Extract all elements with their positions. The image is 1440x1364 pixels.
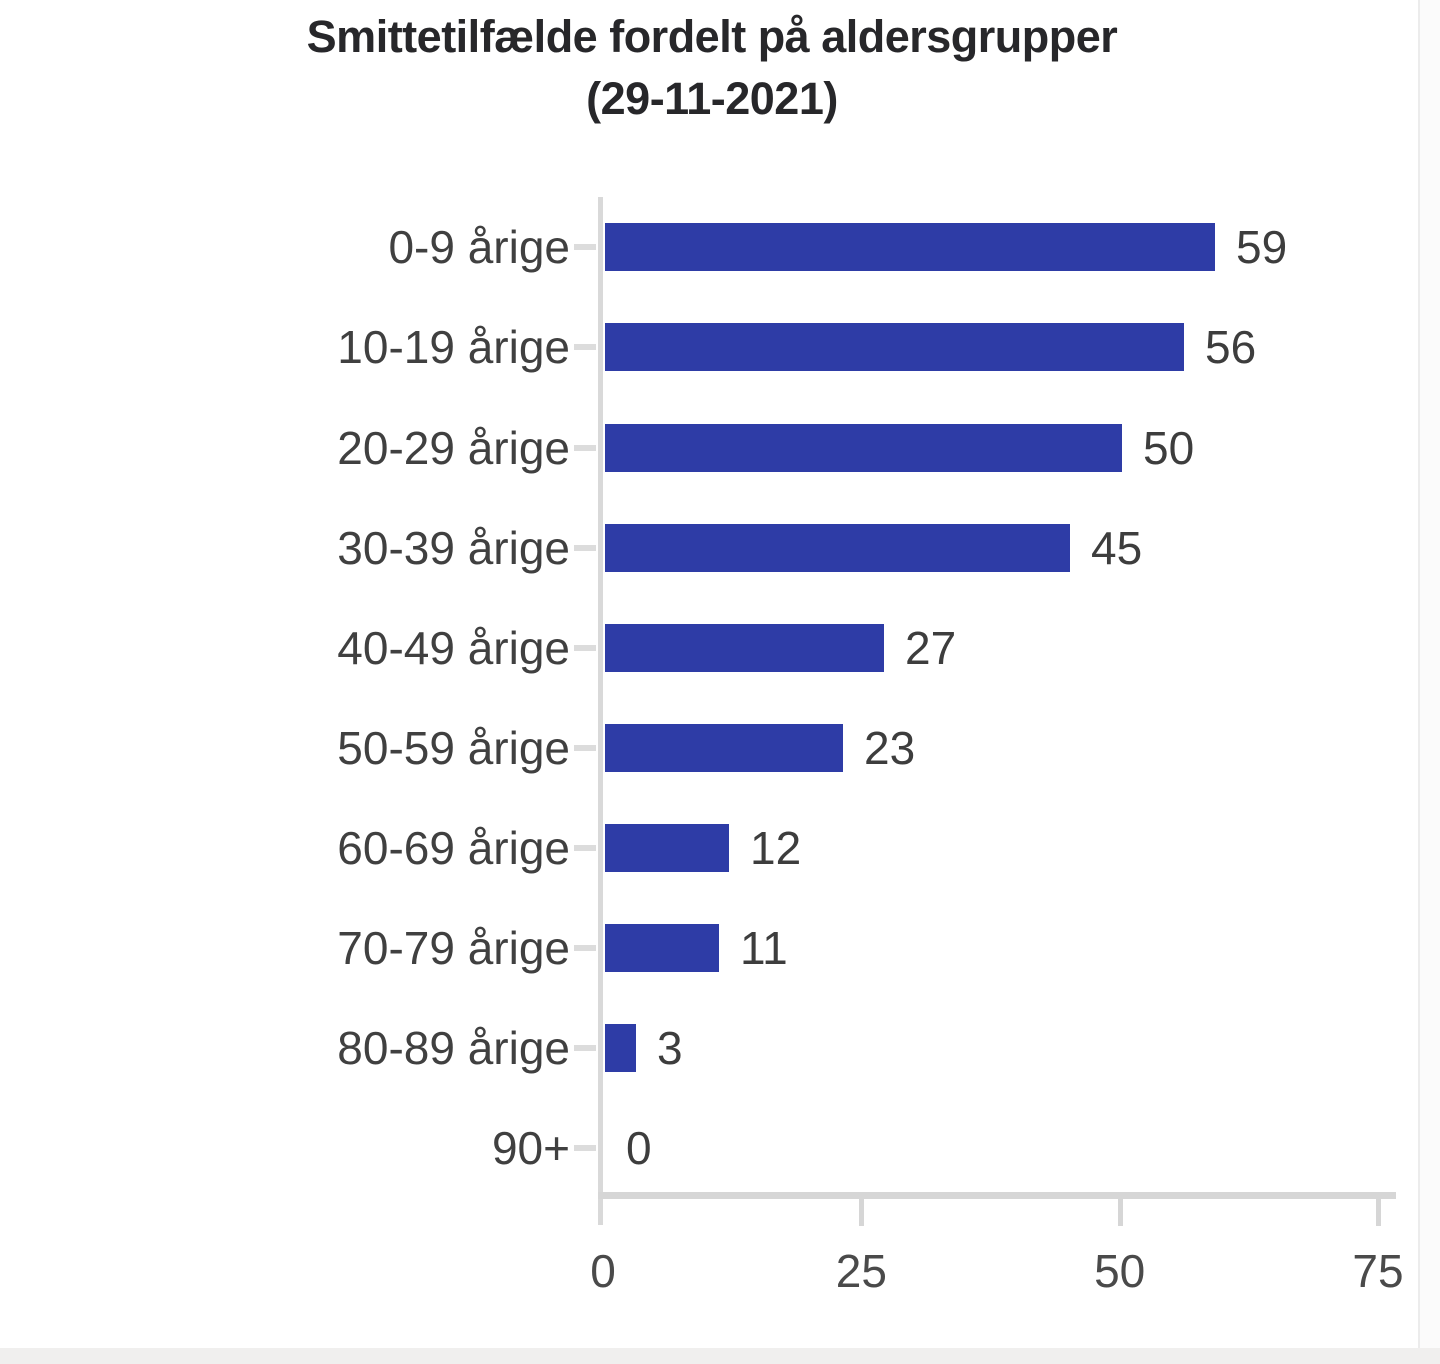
bar[interactable]	[605, 323, 1184, 372]
bar[interactable]	[605, 623, 884, 672]
category-tick-mark	[574, 444, 596, 451]
category-label: 30-39 årige	[337, 521, 570, 574]
value-label: 27	[905, 621, 957, 674]
bar[interactable]	[605, 823, 729, 872]
value-axis-tick-label: 75	[1352, 1245, 1404, 1297]
category-label: 90+	[491, 1122, 570, 1175]
value-label: 59	[1236, 221, 1288, 274]
category-axis-line	[598, 197, 603, 1225]
bar[interactable]	[605, 423, 1122, 472]
category-tick-mark	[574, 544, 596, 551]
value-label: 50	[1143, 421, 1195, 474]
value-label: 23	[864, 721, 916, 774]
value-axis-tick-mark	[1117, 1192, 1123, 1226]
bar[interactable]	[605, 924, 719, 972]
category-tick-mark	[574, 1145, 596, 1152]
category-label: 50-59 årige	[337, 721, 570, 774]
category-tick-mark	[574, 1045, 596, 1052]
chart-title: Smittetilfælde fordelt på aldersgrupper …	[0, 6, 1424, 130]
bar[interactable]	[605, 1024, 636, 1073]
category-tick-mark	[574, 844, 596, 851]
category-tick-mark	[574, 244, 596, 251]
value-axis-line	[598, 1192, 1396, 1199]
value-axis-tick-mark	[1376, 1192, 1381, 1226]
value-axis-tick-label: 50	[1094, 1245, 1146, 1297]
category-tick-mark	[574, 644, 596, 651]
chart-title-line2: (29-11-2021)	[586, 73, 838, 124]
value-label: 56	[1205, 321, 1257, 374]
category-label: 40-49 årige	[337, 621, 570, 674]
right-panel-divider	[1418, 0, 1420, 1348]
value-label: 45	[1091, 521, 1143, 574]
right-scrollbar-gutter[interactable]	[1420, 0, 1440, 1348]
value-axis-tick-mark	[859, 1192, 865, 1226]
value-label: 12	[750, 821, 802, 874]
category-label: 70-79 årige	[337, 922, 570, 974]
category-label: 60-69 årige	[337, 821, 570, 874]
category-label: 20-29 årige	[337, 421, 570, 474]
horizontal-scrollbar-track[interactable]	[0, 1348, 1440, 1364]
value-axis-tick-label: 0	[590, 1245, 616, 1297]
category-tick-mark	[574, 945, 596, 951]
value-label: 11	[740, 922, 788, 974]
value-label: 0	[626, 1122, 652, 1175]
bar[interactable]	[605, 523, 1070, 572]
bar[interactable]	[605, 223, 1215, 272]
value-label: 3	[657, 1022, 683, 1075]
value-axis-tick-label: 25	[835, 1245, 887, 1297]
category-label: 80-89 årige	[337, 1022, 570, 1075]
bar[interactable]	[605, 723, 843, 772]
chart-title-line1: Smittetilfælde fordelt på aldersgrupper	[306, 11, 1118, 62]
category-tick-mark	[574, 744, 596, 751]
category-tick-mark	[574, 344, 596, 351]
category-label: 10-19 årige	[337, 321, 570, 374]
category-label: 0-9 årige	[388, 221, 570, 274]
